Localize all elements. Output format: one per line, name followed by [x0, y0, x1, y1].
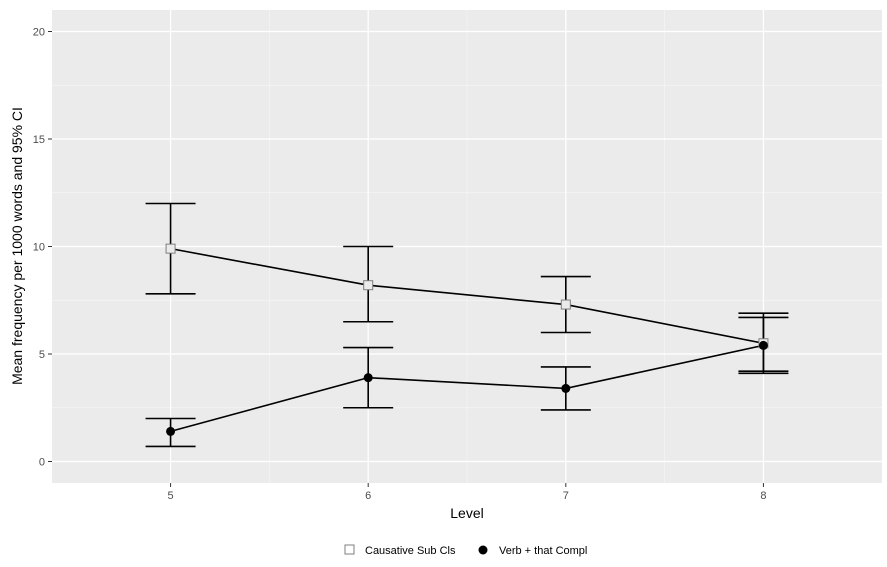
- x-axis-title: Level: [450, 505, 483, 521]
- x-tick-label: 7: [563, 490, 569, 502]
- y-tick-label: 10: [33, 242, 45, 254]
- point-verb-that-compl: [561, 383, 571, 393]
- y-tick-label: 15: [33, 134, 45, 146]
- error-bars: [145, 202, 789, 448]
- y-axis: 0 5 10 15 20: [33, 27, 52, 469]
- legend-label-causative-sub-cls: Causative Sub Cls: [365, 545, 456, 557]
- legend-label-verb-that-compl: Verb + that Compl: [499, 545, 587, 557]
- series-lines: [170, 247, 764, 433]
- point-causative-sub-cls: [363, 280, 374, 291]
- point-causative-sub-cls: [165, 243, 176, 254]
- y-tick-label: 5: [39, 349, 45, 361]
- legend-key-verb-that-compl: [478, 545, 488, 555]
- x-tick-label: 8: [760, 490, 766, 502]
- point-verb-that-compl: [166, 426, 176, 436]
- y-tick-label: 0: [39, 457, 45, 469]
- series-points: [165, 243, 769, 436]
- point-verb-that-compl: [363, 373, 373, 383]
- x-tick-label: 6: [365, 490, 371, 502]
- y-axis-title: Mean frequency per 1000 words and 95% CI: [9, 107, 25, 385]
- legend: Causative Sub Cls Verb + that Compl: [344, 544, 587, 557]
- legend-key-causative-sub-cls: [344, 544, 355, 555]
- x-tick-label: 5: [168, 490, 174, 502]
- point-causative-sub-cls: [560, 299, 571, 310]
- y-tick-label: 20: [33, 27, 45, 39]
- series-line-verb-that-compl: [170, 344, 764, 433]
- series-line-causative-sub-cls: [170, 247, 764, 345]
- point-verb-that-compl: [758, 340, 768, 350]
- x-axis: 5 6 7 8: [168, 483, 766, 502]
